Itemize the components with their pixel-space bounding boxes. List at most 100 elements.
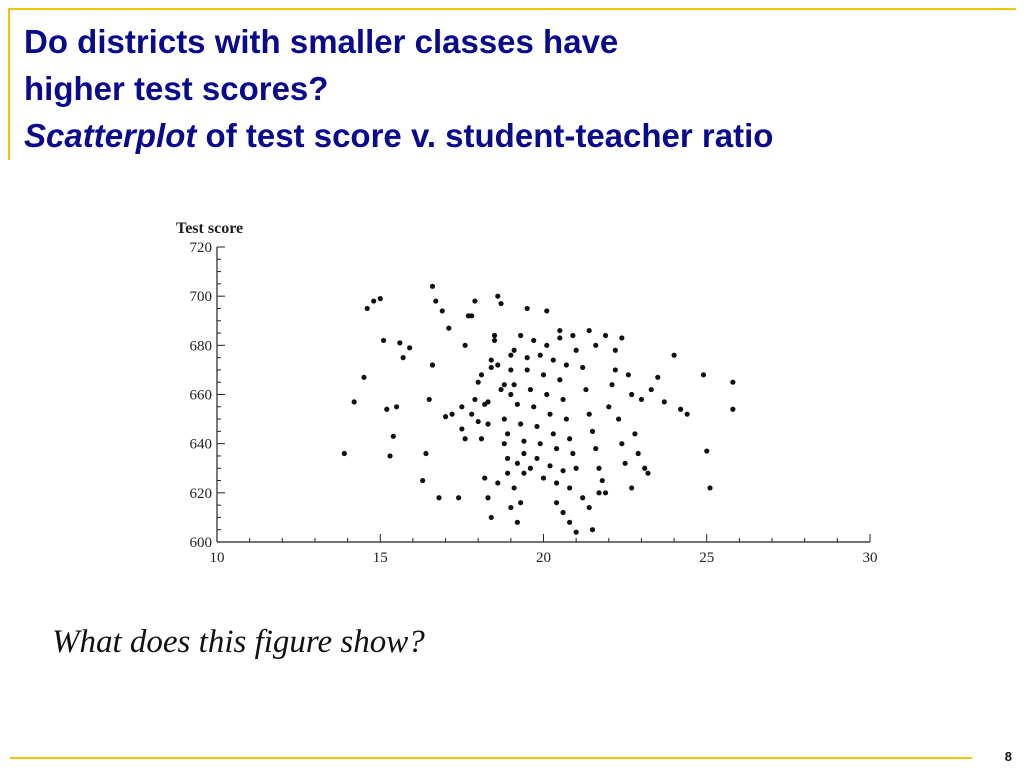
data-point: [593, 342, 599, 348]
slide-title: Do districts with smaller classes have h…: [24, 18, 773, 159]
data-point: [407, 345, 413, 351]
data-point: [482, 401, 488, 407]
data-point: [390, 433, 396, 439]
data-point: [429, 283, 436, 289]
data-point: [442, 414, 449, 420]
data-point: [478, 372, 485, 378]
data-point: [583, 386, 589, 393]
data-point: [387, 453, 393, 459]
data-point: [478, 436, 485, 442]
x-tick-label: 15: [373, 550, 388, 566]
data-point: [446, 325, 452, 331]
data-point: [570, 332, 576, 339]
data-point: [488, 514, 494, 521]
data-point: [508, 352, 514, 358]
data-point: [531, 337, 537, 344]
data-point: [567, 436, 573, 442]
data-point: [553, 500, 560, 506]
data-point: [361, 374, 367, 380]
data-point: [586, 411, 592, 417]
data-point: [498, 386, 504, 393]
data-point: [544, 391, 550, 398]
x-tick-label: 10: [210, 550, 225, 566]
data-point: [518, 332, 524, 339]
data-point: [615, 416, 622, 422]
data-point: [511, 382, 517, 388]
data-point: [596, 490, 602, 496]
title-line-2: higher test scores?: [24, 70, 329, 107]
y-tick-label: 640: [190, 437, 213, 453]
data-point: [380, 337, 387, 344]
data-point: [553, 480, 560, 486]
data-point: [730, 379, 736, 385]
data-point: [573, 465, 579, 471]
data-point: [459, 426, 465, 432]
data-point: [550, 357, 556, 363]
data-point: [351, 399, 357, 405]
data-point: [393, 404, 400, 410]
data-point: [560, 509, 566, 516]
data-point: [553, 445, 560, 452]
scatterplot-chart: Test score 10 15 20 25 30 600 620 640 660 680 700 7…: [176, 220, 878, 566]
data-point: [648, 386, 654, 393]
data-point: [364, 305, 370, 312]
y-axis-label: Test score: [176, 220, 243, 237]
data-point: [491, 337, 498, 344]
data-point: [557, 335, 563, 341]
y-tick-label: 680: [190, 338, 213, 354]
data-point: [508, 504, 514, 511]
data-point: [462, 436, 468, 442]
data-point: [671, 352, 677, 358]
question-text: What does this figure show?: [52, 624, 425, 660]
data-point: [602, 490, 609, 496]
data-point: [678, 406, 684, 412]
data-point: [602, 332, 609, 339]
data-point: [540, 372, 547, 378]
data-point: [573, 529, 579, 535]
data-point: [612, 367, 618, 373]
data-point: [707, 485, 713, 491]
data-point: [384, 406, 390, 412]
data-point: [501, 441, 507, 447]
data-point: [504, 431, 511, 437]
data-point: [524, 305, 530, 312]
data-point: [655, 374, 661, 380]
left-accent-rule: [8, 8, 10, 160]
page-number: 8: [1004, 749, 1012, 764]
data-point: [485, 495, 491, 501]
data-point: [514, 460, 520, 466]
data-point: [511, 347, 517, 353]
data-point: [580, 495, 586, 501]
data-point: [495, 362, 501, 368]
data-point: [560, 468, 566, 474]
data-point: [469, 411, 475, 417]
data-point: [642, 465, 648, 471]
top-accent-rule: [10, 8, 1016, 10]
data-point: [521, 438, 527, 444]
data-point: [537, 352, 543, 358]
y-tick-label: 660: [190, 388, 213, 404]
y-tick-label: 620: [190, 486, 213, 502]
data-points: [341, 283, 736, 535]
data-point: [485, 421, 491, 427]
x-tick-label: 30: [863, 550, 878, 566]
data-point: [482, 475, 488, 481]
data-point: [593, 445, 599, 452]
data-point: [586, 504, 592, 511]
data-point: [420, 477, 426, 484]
title-italic-word: Scatterplot: [24, 117, 197, 154]
data-point: [619, 335, 625, 341]
data-point: [635, 450, 641, 457]
data-point: [498, 300, 504, 307]
data-point: [439, 308, 445, 314]
data-point: [400, 355, 406, 361]
data-point: [514, 401, 520, 407]
data-point: [550, 431, 556, 437]
data-point: [531, 404, 537, 410]
data-point: [563, 416, 569, 422]
data-point: [488, 357, 494, 363]
data-point: [638, 396, 645, 403]
data-point: [625, 372, 631, 378]
data-point: [645, 470, 651, 476]
y-tick-label: 700: [190, 289, 213, 305]
